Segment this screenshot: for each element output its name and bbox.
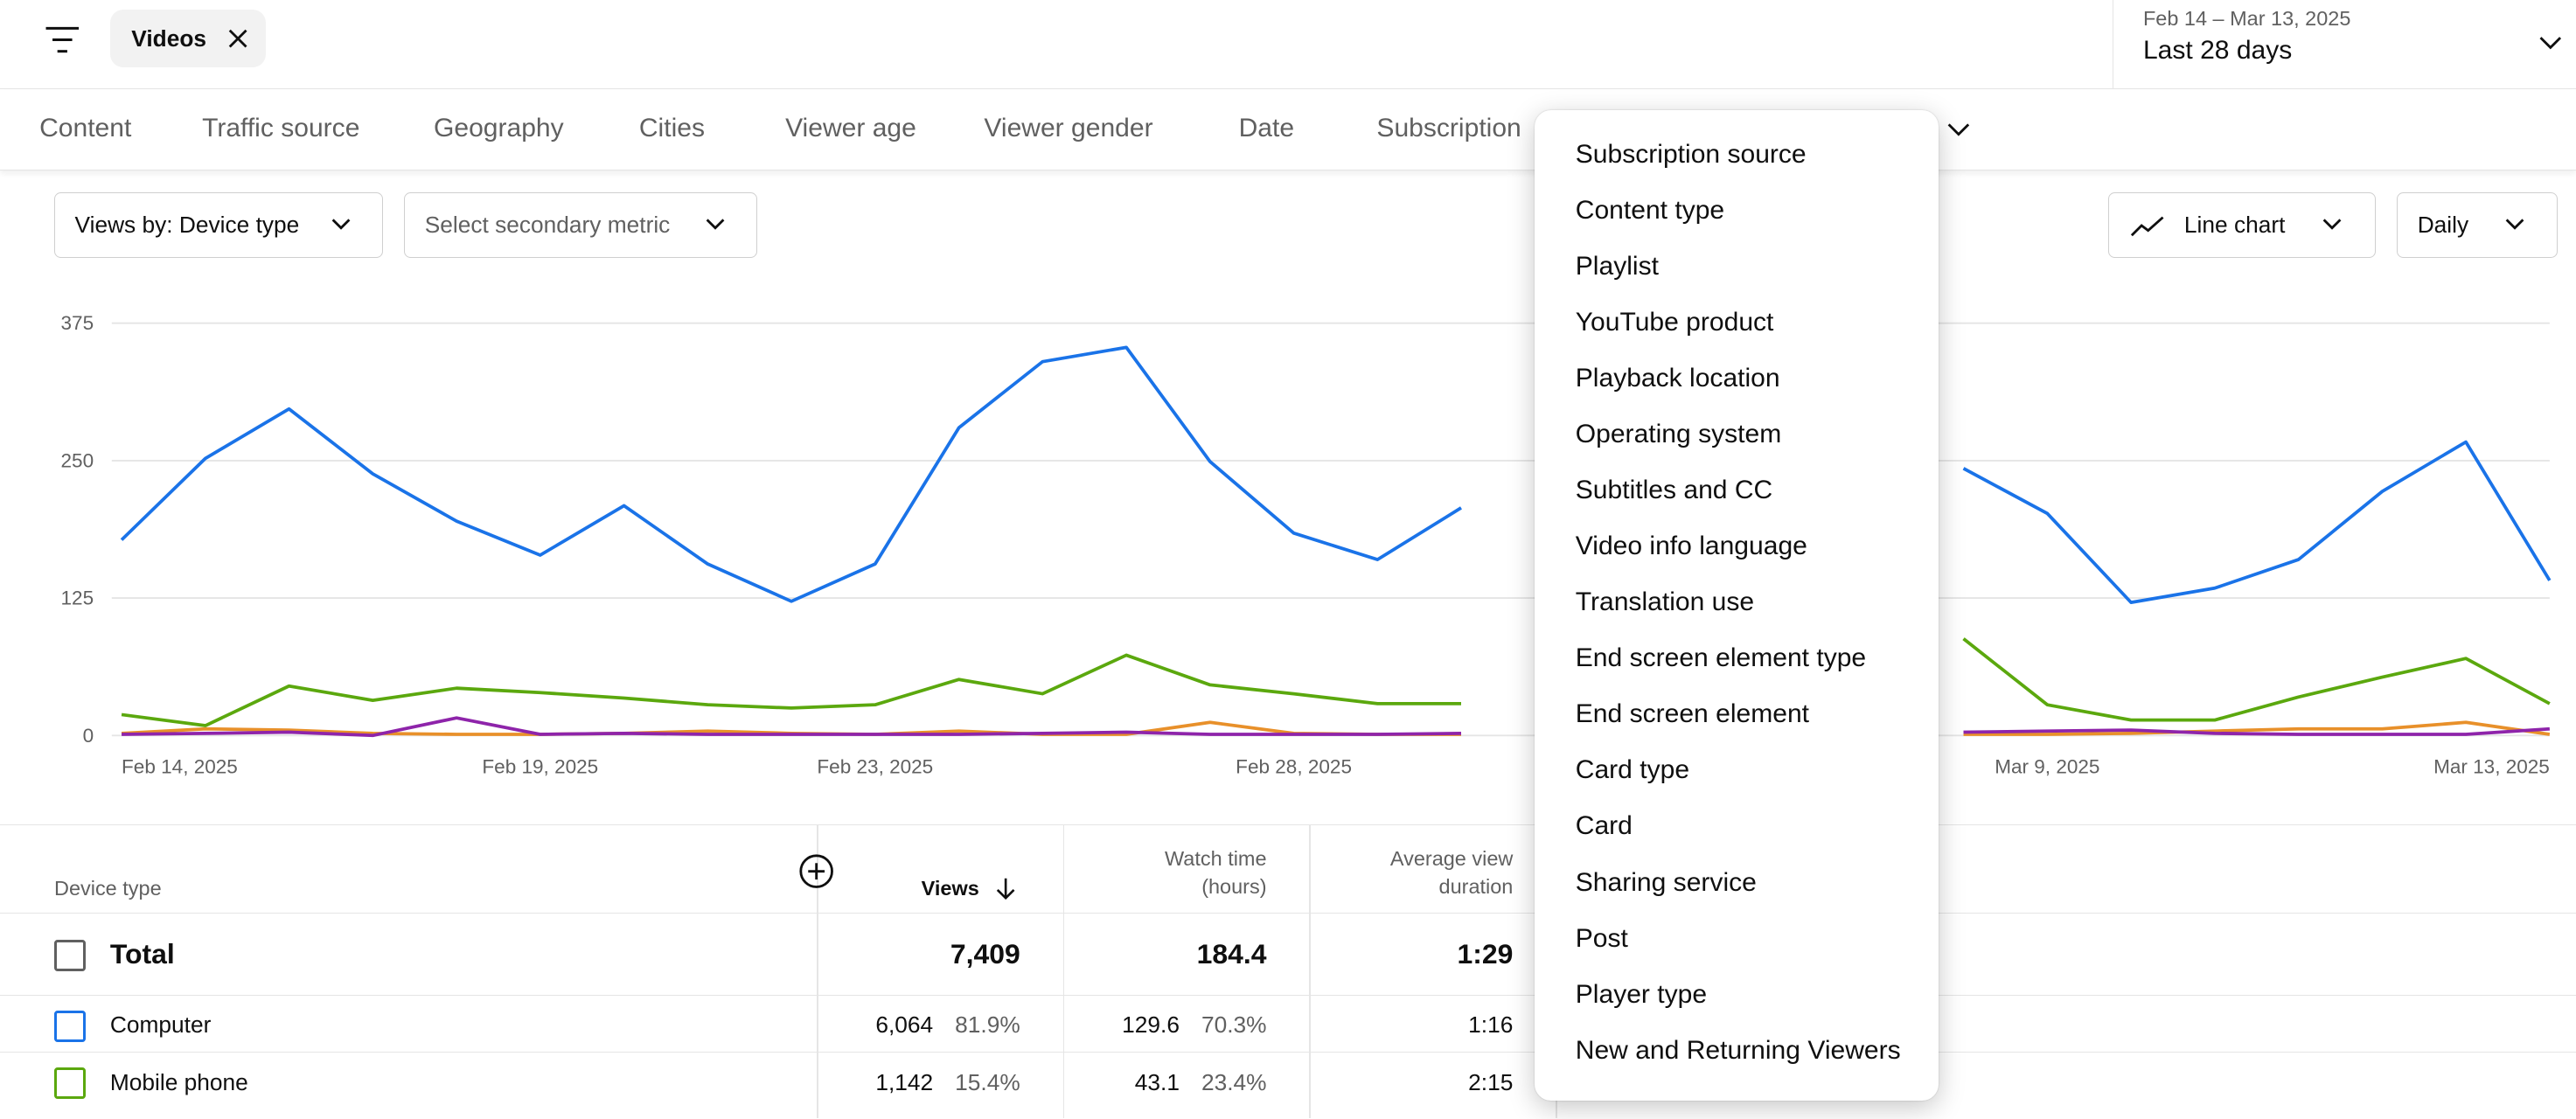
videos-filter-chip[interactable]: Videos (109, 10, 266, 68)
tab-subscription[interactable]: Subscription (1376, 113, 1521, 142)
row-views-pct: 15.4% (955, 1069, 1020, 1096)
row-checkbox-computer[interactable] (54, 1010, 87, 1042)
dimension-tabs: Content Traffic source Geography Cities … (0, 90, 2576, 170)
menu-item[interactable]: Operating system (1575, 420, 1782, 449)
series-line-mobile-phone (121, 637, 2551, 728)
add-circle-icon[interactable] (798, 853, 834, 889)
menu-item[interactable]: Subtitles and CC (1575, 476, 1773, 505)
table-row-total: Total 7,409 184.4 1:29 (0, 912, 2576, 996)
menu-item[interactable]: Player type (1575, 979, 1708, 1009)
x-tick-label: Feb 14, 2025 (122, 756, 238, 778)
y-tick-label: 0 (83, 725, 94, 747)
primary-metric-label: Views by: Device type (74, 211, 300, 238)
y-tick-label: 250 (61, 450, 94, 472)
row-watch-pct: 70.3% (1201, 1011, 1267, 1039)
x-tick-label: Mar 13, 2025 (2433, 756, 2550, 778)
row-label: Mobile phone (109, 1069, 248, 1096)
total-views: 7,409 (950, 937, 1020, 970)
x-tick-label: Feb 23, 2025 (817, 756, 933, 778)
y-tick-label: 125 (61, 587, 94, 609)
tab-cities[interactable]: Cities (638, 113, 705, 142)
tab-viewer-gender[interactable]: Viewer gender (984, 113, 1153, 142)
filter-icon[interactable] (39, 20, 86, 59)
row-watch-time: 43.1 (1134, 1069, 1180, 1096)
tab-date[interactable]: Date (1238, 113, 1295, 142)
more-tabs-chevron-icon[interactable] (1944, 116, 1974, 142)
chevron-down-icon (706, 219, 725, 231)
secondary-metric-dropdown[interactable]: Select secondary metric (404, 191, 758, 258)
close-icon[interactable] (226, 27, 249, 50)
chip-label: Videos (131, 24, 207, 52)
date-range-dates: Feb 14 – Mar 13, 2025 (2142, 6, 2351, 30)
series-line-computer (120, 345, 2552, 605)
row-views: 6,064 (875, 1011, 934, 1039)
secondary-metric-label: Select secondary metric (424, 211, 671, 238)
row-checkbox-mobile-phone[interactable] (54, 1067, 87, 1100)
arrow-down-icon[interactable] (994, 875, 1017, 901)
menu-item[interactable]: Subscription source (1575, 139, 1807, 169)
x-tick-label: Feb 19, 2025 (482, 756, 598, 778)
interval-label: Daily (2417, 211, 2469, 238)
row-watch-pct: 23.4% (1201, 1069, 1267, 1096)
row-views: 1,142 (875, 1069, 934, 1096)
views-line-chart: 375 250 125 0 Feb 14, 2025 Feb 19, 2025 Feb 23… (61, 313, 2552, 778)
row-watch-time: 129.6 (1122, 1011, 1180, 1039)
line-chart-icon (2130, 216, 2164, 237)
table-row: Computer 6,064 81.9% 129.6 70.3% 1:16 (0, 994, 2576, 1053)
menu-item[interactable]: YouTube product (1575, 307, 1774, 337)
views-header[interactable]: Views (921, 876, 979, 900)
menu-item[interactable]: Content type (1575, 195, 1725, 225)
menu-item[interactable]: Translation use (1575, 587, 1755, 617)
primary-metric-dropdown[interactable]: Views by: Device type (54, 191, 383, 258)
x-tick-label: Mar 9, 2025 (1995, 756, 2099, 778)
watch-time-header[interactable]: Watch time (hours) (1165, 846, 1267, 898)
row-label: Computer (109, 1011, 212, 1039)
menu-item[interactable]: New and Returning Viewers (1575, 1035, 1901, 1065)
device-type-table: Device type Views Watch time (hours) Ave… (0, 824, 2576, 1118)
menu-item[interactable]: Post (1575, 923, 1628, 953)
date-range-label: Last 28 days (2142, 36, 2293, 66)
avg-duration-header[interactable]: Average view duration (1389, 846, 1514, 898)
top-filter-bar: Videos Feb 14 – Mar 13, 2025 Last 28 day… (0, 0, 2576, 90)
menu-item[interactable]: Playback location (1575, 363, 1780, 393)
y-tick-label: 375 (61, 313, 94, 335)
row-avg-duration: 2:15 (1468, 1069, 1514, 1096)
series-line-tv (122, 716, 2550, 738)
chart-type-dropdown[interactable]: Line chart (2107, 191, 2376, 258)
menu-item[interactable]: Card (1575, 811, 1633, 841)
total-label: Total (109, 937, 175, 970)
x-tick-label: Feb 28, 2025 (1236, 756, 1352, 778)
total-checkbox[interactable] (54, 939, 87, 971)
menu-item[interactable]: Video info language (1575, 532, 1807, 561)
total-avg-duration: 1:29 (1457, 937, 1514, 970)
menu-item[interactable]: Sharing service (1575, 867, 1757, 897)
row-avg-duration: 1:16 (1468, 1011, 1514, 1039)
interval-dropdown[interactable]: Daily (2397, 191, 2559, 258)
chevron-down-icon (331, 219, 351, 231)
menu-item[interactable]: End screen element (1575, 699, 1810, 729)
chart-type-label: Line chart (2183, 211, 2286, 238)
chevron-down-icon (2322, 219, 2342, 231)
menu-item[interactable]: End screen element type (1575, 643, 1867, 673)
tab-geography[interactable]: Geography (434, 113, 564, 142)
tab-content[interactable]: Content (39, 113, 132, 142)
menu-item[interactable]: Playlist (1575, 251, 1659, 281)
chevron-down-icon (2505, 219, 2524, 231)
total-watch-time: 184.4 (1196, 937, 1267, 970)
dimension-header: Device type (54, 876, 162, 900)
table-row: Mobile phone 1,142 15.4% 43.1 23.4% 2:15 (0, 1052, 2576, 1118)
row-views-pct: 81.9% (955, 1011, 1020, 1039)
tab-viewer-age[interactable]: Viewer age (785, 113, 916, 142)
date-range-selector[interactable]: Feb 14 – Mar 13, 2025 Last 28 days (2113, 0, 2576, 89)
more-dimensions-menu: Subscription source Content type Playlist Y… (1534, 109, 1939, 1101)
tab-traffic-source[interactable]: Traffic source (202, 113, 360, 142)
chevron-down-icon (2539, 37, 2562, 50)
menu-item[interactable]: Card type (1575, 755, 1690, 785)
